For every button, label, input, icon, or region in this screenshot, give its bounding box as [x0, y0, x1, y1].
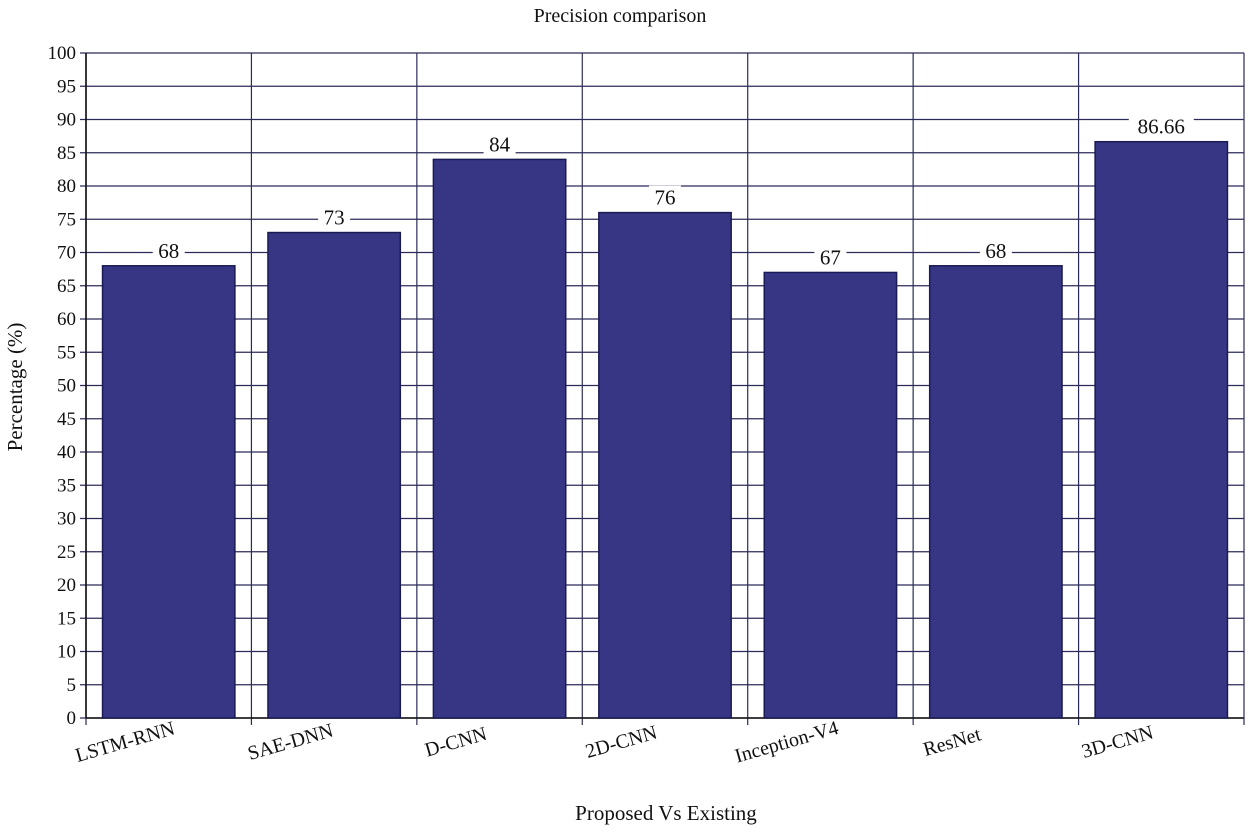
y-tick-label-5: 5	[67, 675, 77, 696]
y-tick-label-10: 10	[57, 642, 76, 663]
data-label-2d-cnn: 76	[655, 186, 676, 210]
data-label-d-cnn: 84	[489, 132, 511, 156]
data-label-lstm-rnn: 68	[158, 239, 179, 263]
x-axis-ticks: LSTM-RNN SAE-DNN D-CNN 2D-CNN Inception-V4 Re…	[73, 717, 1156, 768]
x-tick-label-d-cnn: D-CNN	[422, 723, 489, 762]
y-tick-label-0: 0	[67, 708, 77, 729]
x-tick-label-inception-v4: Inception-V4	[732, 717, 841, 768]
y-axis-ticks: 0 5 10 15 20 25 30 35 40 45 50 55 60 65 70 75 80 85 90 95 10…	[48, 43, 77, 729]
bar-inception-v4	[763, 271, 898, 719]
y-tick-label-20: 20	[57, 575, 76, 596]
y-tick-label-100: 100	[48, 43, 77, 64]
data-labels: 68 73 84 76 67 68 86.66	[152, 114, 1194, 270]
y-tick-label-70: 70	[57, 243, 76, 264]
y-tick-label-85: 85	[57, 143, 76, 164]
bar-3d-cnn	[1094, 140, 1229, 719]
x-axis-title: Proposed Vs Existing	[575, 801, 757, 825]
y-tick-label-45: 45	[57, 409, 76, 430]
data-label-bg-0	[152, 238, 185, 263]
y-tick-label-15: 15	[57, 608, 76, 629]
data-label-resnet: 68	[985, 239, 1006, 263]
data-label-sae-dnn: 73	[324, 206, 345, 230]
bar-lstm-rnn	[101, 265, 236, 719]
bar-d-cnn	[432, 158, 567, 719]
x-tick-label-3d-cnn: 3D-CNN	[1079, 722, 1156, 763]
y-tick-label-75: 75	[57, 209, 76, 230]
x-tick-label-2d-cnn: 2D-CNN	[583, 722, 660, 763]
y-tick-label-30: 30	[57, 509, 76, 530]
x-tick-label-lstm-rnn: LSTM-RNN	[73, 718, 177, 767]
bar-resnet	[928, 265, 1063, 719]
y-tick-label-80: 80	[57, 176, 76, 197]
y-tick-label-35: 35	[57, 475, 76, 496]
x-tick-label-sae-dnn: SAE-DNN	[245, 720, 335, 765]
data-label-3d-cnn: 86.66	[1138, 115, 1185, 139]
y-tick-label-60: 60	[57, 309, 76, 330]
y-axis-title: Percentage (%)	[3, 323, 27, 452]
data-label-bg-6	[1128, 114, 1194, 139]
x-tick-label-resnet: ResNet	[921, 723, 984, 760]
y-tick-label-50: 50	[57, 376, 76, 397]
y-tick-label-40: 40	[57, 442, 76, 463]
data-label-bg-2	[483, 132, 516, 157]
y-tick-label-65: 65	[57, 276, 76, 297]
data-label-bg-5	[979, 238, 1012, 263]
data-label-bg-3	[649, 185, 681, 210]
bars	[101, 140, 1229, 719]
bar-sae-dnn	[267, 231, 402, 719]
data-label-bg-1	[318, 205, 351, 230]
y-tick-label-55: 55	[57, 342, 76, 363]
data-label-inception-v4: 67	[820, 245, 841, 269]
data-label-bg-4	[814, 245, 847, 270]
chart-title: Precision comparison	[534, 5, 707, 27]
y-tick-label-90: 90	[57, 110, 76, 131]
bar-2d-cnn	[598, 211, 732, 719]
y-tick-label-25: 25	[57, 542, 76, 563]
y-tick-label-95: 95	[57, 76, 76, 97]
